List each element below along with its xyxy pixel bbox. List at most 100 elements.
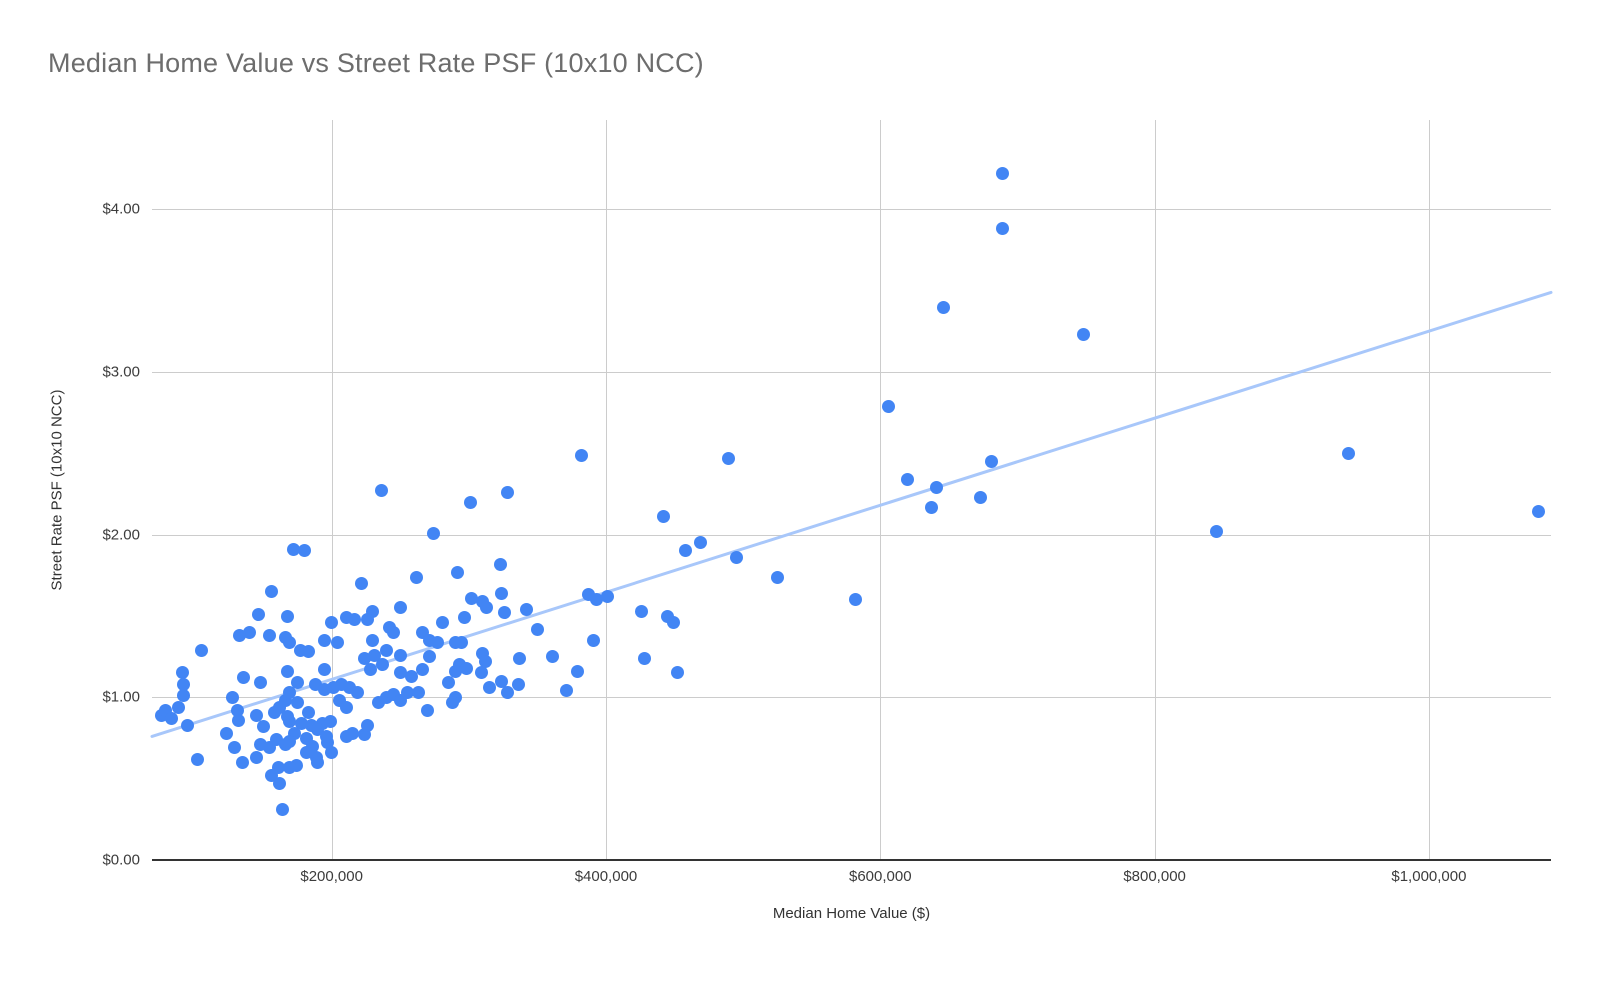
- data-point[interactable]: [1341, 446, 1355, 460]
- data-point[interactable]: [930, 481, 944, 495]
- data-point[interactable]: [226, 690, 240, 704]
- data-point[interactable]: [190, 752, 204, 766]
- data-point[interactable]: [295, 716, 308, 730]
- data-point[interactable]: [924, 500, 938, 514]
- data-point[interactable]: [301, 705, 315, 719]
- data-point[interactable]: [519, 603, 533, 617]
- data-point[interactable]: [497, 606, 511, 620]
- data-point[interactable]: [995, 167, 1009, 181]
- data-point[interactable]: [448, 664, 462, 678]
- data-point[interactable]: [666, 616, 680, 630]
- data-point[interactable]: [670, 666, 684, 680]
- data-point[interactable]: [849, 593, 863, 607]
- data-point[interactable]: [264, 585, 278, 599]
- data-point[interactable]: [455, 635, 469, 649]
- data-point[interactable]: [290, 676, 304, 690]
- data-point[interactable]: [495, 674, 509, 688]
- data-point[interactable]: [589, 593, 603, 607]
- data-point[interactable]: [360, 718, 374, 732]
- data-point[interactable]: [351, 685, 365, 699]
- data-point[interactable]: [458, 611, 472, 625]
- data-point[interactable]: [393, 648, 407, 662]
- data-point[interactable]: [290, 695, 304, 709]
- data-point[interactable]: [386, 625, 400, 639]
- data-point[interactable]: [1532, 505, 1546, 519]
- data-point[interactable]: [587, 633, 601, 647]
- data-point[interactable]: [513, 651, 527, 665]
- data-point[interactable]: [282, 734, 296, 748]
- data-point[interactable]: [463, 495, 477, 509]
- data-point[interactable]: [430, 635, 444, 649]
- data-point[interactable]: [318, 663, 332, 677]
- data-point[interactable]: [600, 590, 614, 604]
- data-point[interactable]: [194, 643, 208, 657]
- data-point[interactable]: [770, 570, 784, 584]
- data-point[interactable]: [263, 629, 277, 643]
- data-point[interactable]: [282, 685, 296, 699]
- data-point[interactable]: [231, 713, 245, 727]
- data-point[interactable]: [348, 612, 362, 626]
- data-point[interactable]: [249, 708, 263, 722]
- data-point[interactable]: [480, 601, 494, 615]
- data-point[interactable]: [729, 550, 743, 564]
- data-point[interactable]: [393, 666, 407, 680]
- data-point[interactable]: [478, 655, 492, 669]
- data-point[interactable]: [273, 777, 287, 791]
- data-point[interactable]: [404, 669, 418, 683]
- data-point[interactable]: [237, 671, 251, 685]
- data-point[interactable]: [282, 760, 296, 774]
- data-point[interactable]: [1209, 524, 1223, 538]
- data-point[interactable]: [181, 718, 195, 732]
- data-point[interactable]: [495, 586, 509, 600]
- data-point[interactable]: [236, 755, 250, 769]
- data-point[interactable]: [281, 609, 295, 623]
- data-point[interactable]: [282, 715, 296, 729]
- data-point[interactable]: [1076, 328, 1090, 342]
- data-point[interactable]: [177, 689, 191, 703]
- data-point[interactable]: [275, 803, 289, 817]
- data-point[interactable]: [230, 703, 244, 717]
- data-point[interactable]: [366, 633, 380, 647]
- data-point[interactable]: [415, 663, 429, 677]
- data-point[interactable]: [570, 664, 584, 678]
- data-point[interactable]: [882, 399, 896, 413]
- data-point[interactable]: [482, 681, 496, 695]
- data-point[interactable]: [253, 676, 267, 690]
- data-point[interactable]: [175, 666, 189, 680]
- data-point[interactable]: [256, 720, 270, 734]
- data-point[interactable]: [297, 544, 311, 558]
- data-point[interactable]: [995, 222, 1009, 236]
- data-point[interactable]: [252, 607, 266, 621]
- data-point[interactable]: [242, 625, 256, 639]
- data-point[interactable]: [227, 741, 241, 755]
- data-point[interactable]: [500, 685, 514, 699]
- data-point[interactable]: [973, 490, 987, 504]
- data-point[interactable]: [465, 591, 479, 605]
- data-point[interactable]: [286, 542, 300, 556]
- data-point[interactable]: [374, 484, 388, 498]
- data-point[interactable]: [325, 616, 339, 630]
- data-point[interactable]: [500, 485, 514, 499]
- data-point[interactable]: [340, 700, 354, 714]
- data-point[interactable]: [422, 650, 436, 664]
- data-point[interactable]: [410, 570, 424, 584]
- data-point[interactable]: [358, 651, 372, 665]
- data-point[interactable]: [411, 685, 425, 699]
- data-point[interactable]: [436, 616, 450, 630]
- data-point[interactable]: [426, 526, 440, 540]
- data-point[interactable]: [300, 746, 314, 760]
- data-point[interactable]: [445, 695, 459, 709]
- data-point[interactable]: [360, 612, 374, 626]
- data-point[interactable]: [657, 510, 671, 524]
- data-point[interactable]: [363, 663, 377, 677]
- data-point[interactable]: [345, 726, 359, 740]
- data-point[interactable]: [635, 604, 649, 618]
- data-point[interactable]: [511, 677, 525, 691]
- data-point[interactable]: [358, 728, 372, 742]
- data-point[interactable]: [330, 635, 344, 649]
- data-point[interactable]: [219, 726, 233, 740]
- data-point[interactable]: [400, 685, 414, 699]
- data-point[interactable]: [323, 715, 337, 729]
- data-point[interactable]: [545, 650, 559, 664]
- data-point[interactable]: [311, 755, 325, 769]
